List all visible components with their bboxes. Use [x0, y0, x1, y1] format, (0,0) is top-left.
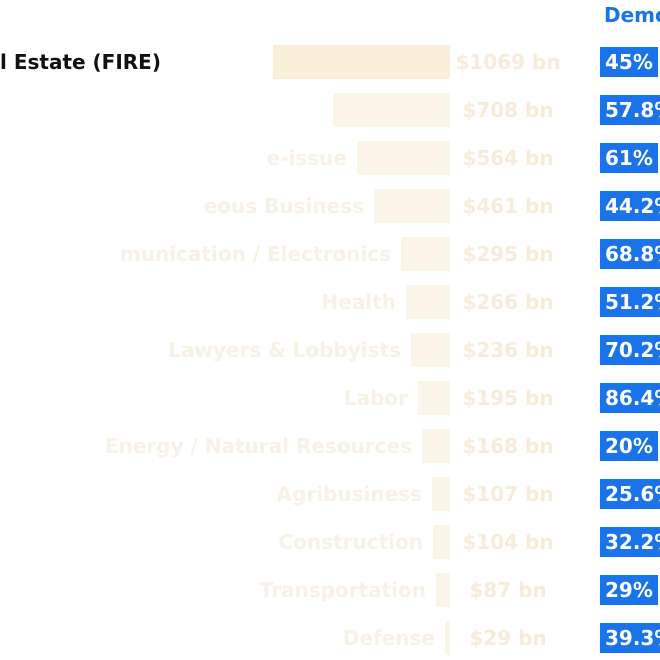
bar-12: [445, 621, 450, 655]
dem-share-badge-11: 29%: [600, 575, 658, 605]
democrat-share-header: Demo: [604, 3, 660, 27]
category-label-12: Defense: [342, 626, 435, 650]
category-label-0: l Estate (FIRE): [0, 50, 161, 74]
category-label-3: eous Business: [203, 194, 364, 218]
dem-share-badge-8: 20%: [600, 431, 658, 461]
dem-share-badge-12: 39.3%: [600, 623, 660, 653]
bar-2: [357, 141, 450, 175]
dem-share-badge-9: 25.6%: [600, 479, 660, 509]
category-label-11: Transportation: [259, 578, 426, 602]
dem-share-badge-4: 68.8%: [600, 239, 660, 269]
dem-share-badge-1: 57.8%: [600, 95, 660, 125]
bar-6: [411, 333, 450, 367]
dem-share-badge-2: 61%: [600, 143, 658, 173]
bar-7: [418, 381, 450, 415]
category-label-8: Energy / Natural Resources: [104, 434, 412, 458]
value-label-2: $564 bn: [462, 146, 554, 170]
dem-share-badge-10: 32.2%: [600, 527, 660, 557]
category-label-4: munication / Electronics: [119, 242, 391, 266]
bar-9: [432, 477, 450, 511]
value-label-8: $168 bn: [462, 434, 554, 458]
dem-share-badge-6: 70.2%: [600, 335, 660, 365]
category-label-10: Construction: [278, 530, 423, 554]
bar-0: [273, 45, 450, 79]
value-label-3: $461 bn: [462, 194, 554, 218]
dem-share-badge-5: 51.2%: [600, 287, 660, 317]
category-label-9: Agribusiness: [276, 482, 422, 506]
bar-4: [401, 237, 450, 271]
value-label-6: $236 bn: [462, 338, 554, 362]
category-label-2: e-issue: [266, 146, 347, 170]
dem-share-badge-7: 86.4%: [600, 383, 660, 413]
value-label-9: $107 bn: [462, 482, 554, 506]
value-label-0: $1069 bn: [455, 50, 561, 74]
bar-10: [433, 525, 450, 559]
value-label-1: $708 bn: [462, 98, 554, 122]
value-label-5: $266 bn: [462, 290, 554, 314]
value-label-4: $295 bn: [462, 242, 554, 266]
bar-8: [422, 429, 450, 463]
bar-1: [333, 93, 450, 127]
category-label-5: Health: [321, 290, 396, 314]
category-label-6: Lawyers & Lobbyists: [168, 338, 401, 362]
value-label-12: $29 bn: [469, 626, 547, 650]
bar-5: [406, 285, 450, 319]
bar-3: [374, 189, 450, 223]
dem-share-badge-3: 44.2%: [600, 191, 660, 221]
value-label-10: $104 bn: [462, 530, 554, 554]
value-label-11: $87 bn: [469, 578, 547, 602]
category-label-7: Labor: [343, 386, 408, 410]
value-label-7: $195 bn: [462, 386, 554, 410]
bar-11: [436, 573, 450, 607]
dem-share-badge-0: 45%: [600, 47, 658, 77]
